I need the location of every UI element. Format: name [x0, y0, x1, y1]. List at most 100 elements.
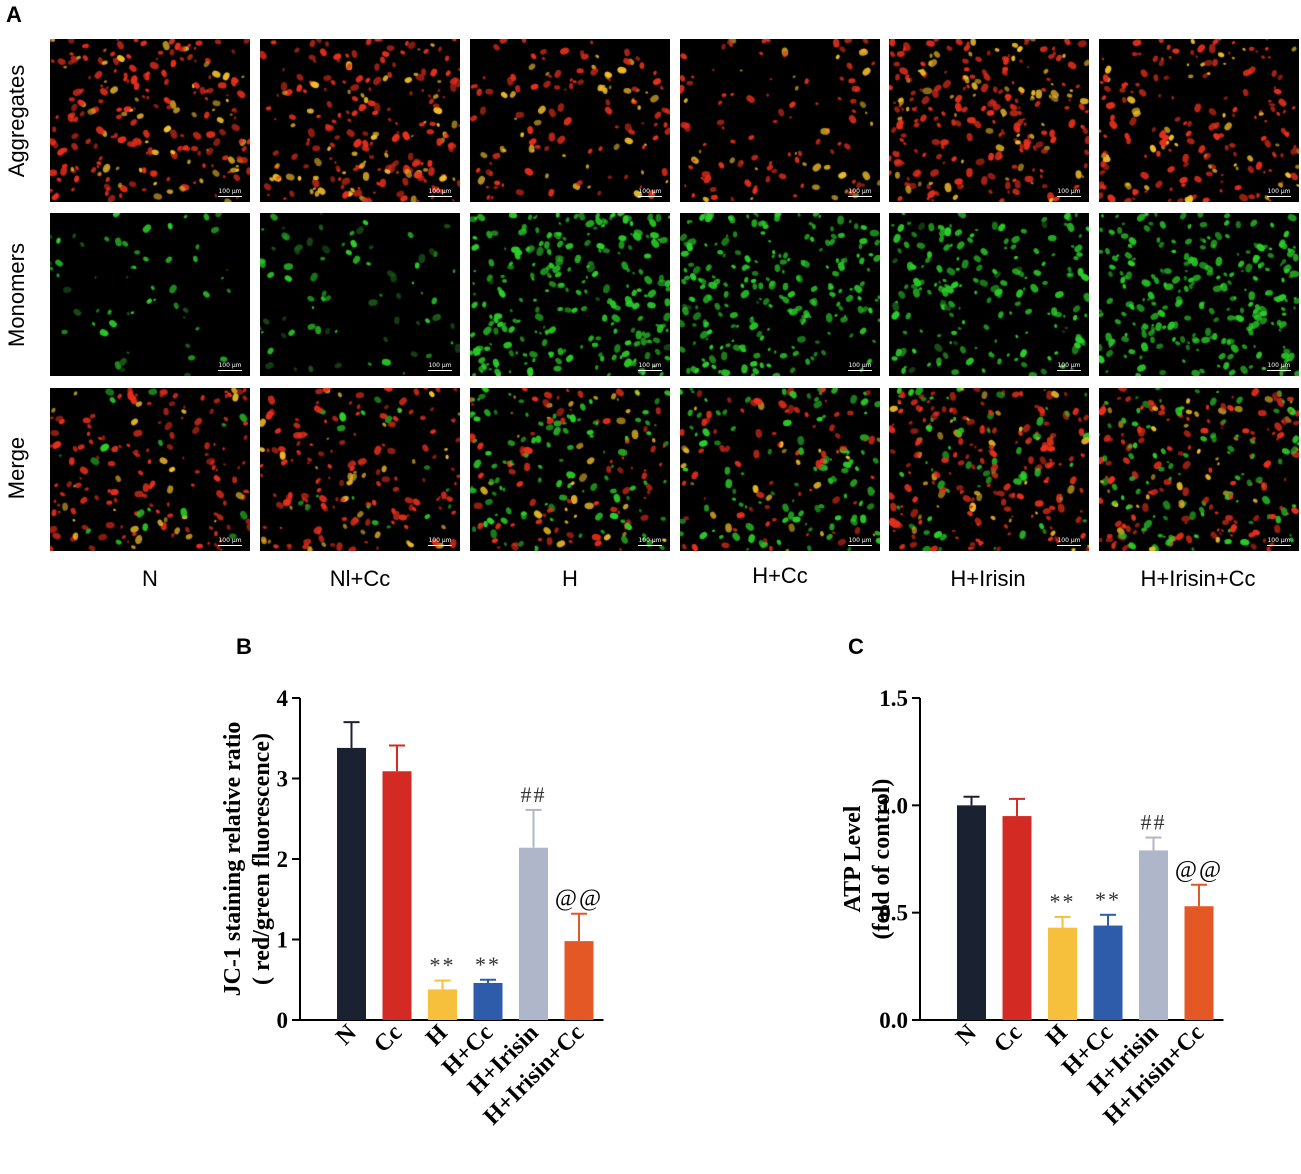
chart-b-annotation-3: **	[475, 952, 501, 977]
scale-bar-label: 100 μm	[218, 188, 242, 195]
scale-bar-line	[1057, 545, 1081, 546]
scale-bar: 100 μm	[848, 188, 872, 197]
scale-bar-label: 100 μm	[1057, 188, 1081, 195]
chart-b-bar-4	[519, 847, 548, 1020]
panel-c-letter: C	[848, 634, 864, 659]
micrograph-merge-5: 100 μm	[889, 388, 1089, 551]
scale-bar-line	[218, 196, 242, 197]
micrograph-aggregates-6: 100 μm	[1099, 39, 1299, 202]
chart-b-ytick-label-3: 3	[277, 767, 289, 792]
col-label-h: H	[562, 566, 578, 591]
scale-bar-label: 100 μm	[1057, 537, 1081, 544]
chart-c-bar-3	[1093, 925, 1123, 1020]
scale-bar: 100 μm	[848, 362, 872, 371]
micrograph-merge-6: 100 μm	[1099, 388, 1299, 551]
chart-c-category-label-0: N	[951, 1019, 982, 1050]
micrograph-aggregates-4: 100 μm	[680, 39, 880, 202]
scale-bar-label: 100 μm	[428, 537, 452, 544]
chart-c-annotation-2: **	[1050, 889, 1076, 914]
micrograph-monomers-4: 100 μm	[680, 213, 880, 376]
scale-bar-line	[638, 196, 662, 197]
scale-bar-line	[638, 545, 662, 546]
row-label-monomers: Monomers	[4, 243, 29, 347]
scale-bar-label: 100 μm	[848, 537, 872, 544]
micrograph-merge-3: 100 μm	[470, 388, 670, 551]
scale-bar: 100 μm	[218, 362, 242, 371]
chart-c-category-label-2: H	[1041, 1020, 1073, 1052]
micrograph-aggregates-1: 100 μm	[50, 39, 250, 202]
scale-bar-label: 100 μm	[1267, 188, 1291, 195]
chart-c-annotation-3: **	[1095, 887, 1121, 912]
scale-bar: 100 μm	[638, 537, 662, 546]
scale-bar-label: 100 μm	[848, 362, 872, 369]
micrograph-monomers-5: 100 μm	[889, 213, 1089, 376]
scale-bar-label: 100 μm	[638, 537, 662, 544]
scale-bar-label: 100 μm	[1057, 362, 1081, 369]
scale-bar-line	[848, 196, 872, 197]
scale-bar: 100 μm	[1267, 362, 1291, 371]
scale-bar: 100 μm	[428, 188, 452, 197]
chart-b-ylabel-line-2: ( red/green fluorescence)	[249, 733, 275, 985]
scale-bar: 100 μm	[1057, 362, 1081, 371]
micrograph-aggregates-2: 100 μm	[260, 39, 460, 202]
row-label-merge: Merge	[4, 436, 29, 500]
chart-b-bar-2	[428, 989, 457, 1020]
scale-bar-line	[1057, 196, 1081, 197]
col-label-h-cc: H+Cc	[752, 563, 808, 588]
scale-bar-line	[428, 196, 452, 197]
micrograph-monomers-6: 100 μm	[1099, 213, 1299, 376]
chart-b-ylabel-line-1: JC-1 staining relative ratio	[220, 722, 246, 997]
chart-c-bar-1	[1002, 816, 1032, 1020]
chart-b-jc1-ratio: JC-1 staining relative ratio( red/green …	[220, 686, 604, 1130]
chart-c-annotation-5: @@	[1175, 857, 1223, 883]
panel-b-letter: B	[236, 634, 252, 659]
chart-c-ytick-label-1: 0.5	[879, 901, 908, 926]
scale-bar-line	[638, 370, 662, 371]
scale-bar: 100 μm	[218, 188, 242, 197]
scale-bar-line	[1057, 370, 1081, 371]
chart-c-ytick-label-3: 1.5	[879, 686, 908, 711]
chart-b-bar-3	[473, 982, 503, 1020]
scale-bar-label: 100 μm	[1267, 537, 1291, 544]
chart-c-ylabel-line-1: ATP Level	[840, 805, 866, 912]
scale-bar: 100 μm	[638, 362, 662, 371]
scale-bar-line	[428, 545, 452, 546]
panel-a-letter: A	[6, 2, 22, 27]
col-label-nl-cc: Nl+Cc	[329, 566, 391, 591]
chart-c-ylabel-line-2: (fold of control)	[869, 779, 895, 940]
scale-bar-line	[1267, 545, 1291, 546]
chart-c-bar-5	[1184, 906, 1214, 1020]
scale-bar: 100 μm	[428, 362, 452, 371]
scale-bar-line	[218, 545, 242, 546]
col-label-h-irisin: H+Irisin	[950, 566, 1026, 591]
chart-b-ytick-label-1: 1	[277, 928, 289, 953]
scale-bar-label: 100 μm	[1267, 362, 1291, 369]
chart-c-category-label-1: Cc	[989, 1020, 1027, 1058]
scale-bar-label: 100 μm	[218, 537, 242, 544]
chart-c-ytick-label-0: 0.0	[879, 1008, 908, 1033]
micrograph-merge-4: 100 μm	[680, 388, 880, 551]
chart-b-bar-0	[337, 747, 366, 1020]
scale-bar-line	[848, 545, 872, 546]
chart-c-bar-4	[1139, 850, 1168, 1020]
chart-b-annotation-4: ##	[521, 782, 547, 807]
chart-c-annotation-4: ##	[1141, 810, 1167, 835]
chart-b-category-label-2: H	[421, 1020, 453, 1052]
scale-bar-label: 100 μm	[848, 188, 872, 195]
chart-b-annotation-5: @@	[555, 886, 603, 912]
chart-c-ytick-label-2: 1.0	[879, 793, 908, 818]
chart-b-annotation-2: **	[430, 953, 456, 978]
scale-bar-line	[1267, 370, 1291, 371]
micrograph-merge-2: 100 μm	[260, 388, 460, 551]
scale-bar-label: 100 μm	[218, 362, 242, 369]
micrograph-aggregates-5: 100 μm	[889, 39, 1089, 202]
chart-b-category-label-1: Cc	[369, 1020, 407, 1058]
scale-bar: 100 μm	[1057, 537, 1081, 546]
scale-bar-label: 100 μm	[428, 362, 452, 369]
chart-b-bar-1	[382, 771, 412, 1020]
chart-c-bar-2	[1048, 927, 1077, 1020]
scale-bar: 100 μm	[1267, 537, 1291, 546]
col-label-h-irisin-cc: H+Irisin+Cc	[1140, 566, 1256, 591]
chart-b-bar-5	[564, 941, 594, 1020]
chart-b-ytick-label-2: 2	[277, 847, 289, 872]
